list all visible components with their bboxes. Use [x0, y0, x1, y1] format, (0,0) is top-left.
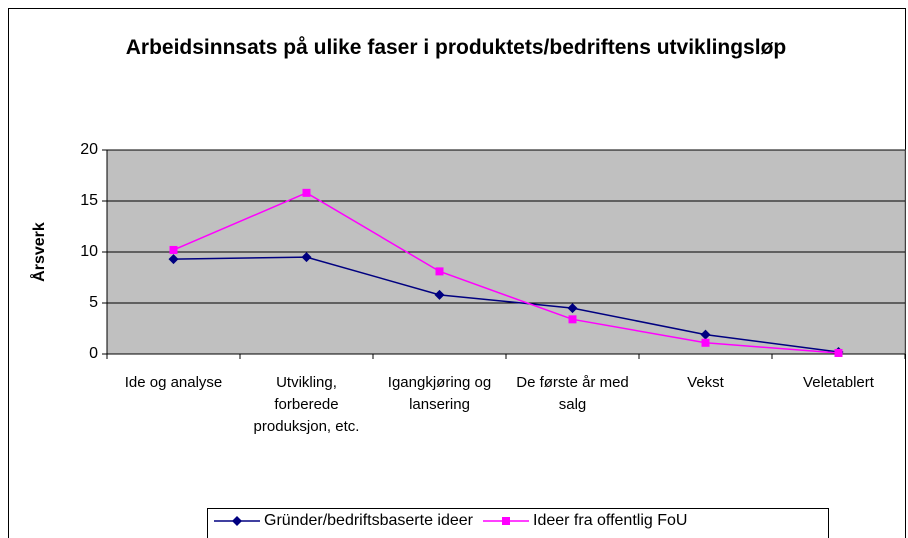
x-tick-label: De første år med salg [516, 374, 629, 413]
data-point [301, 252, 312, 263]
x-tick-label: Igangkjøring og lansering [387, 374, 492, 413]
chart-title: Arbeidsinnsats på ulike faser i produkte… [125, 36, 787, 59]
data-point [435, 267, 444, 276]
data-point [568, 315, 577, 324]
data-point [169, 245, 178, 254]
legend-marker [232, 516, 242, 526]
x-tick-label: Veletablert [803, 374, 874, 391]
legend-label: Gründer/bedriftsbaserte ideer [264, 512, 474, 529]
y-tick-label: 15 [80, 192, 98, 209]
legend-label: Ideer fra offentlig FoU [533, 512, 687, 529]
y-axis-label: Årsverk [29, 222, 48, 282]
y-tick-label: 20 [80, 141, 98, 158]
data-point [168, 254, 179, 265]
data-point [701, 338, 710, 347]
legend-box [207, 508, 829, 538]
data-point [302, 188, 311, 197]
data-point [567, 303, 578, 314]
series-line [173, 192, 839, 354]
data-point [700, 329, 711, 340]
data-point [834, 348, 843, 357]
y-tick-label: 0 [89, 345, 98, 362]
legend-marker [502, 517, 510, 525]
data-point [434, 289, 445, 300]
y-tick-label: 10 [80, 243, 98, 260]
x-tick-label: Ide og analyse [124, 374, 223, 391]
series-line [173, 256, 839, 353]
x-tick-label: Utvikling, forberede produksjon, etc. [253, 374, 360, 435]
y-tick-label: 5 [89, 294, 98, 311]
x-tick-label: Vekst [687, 374, 724, 391]
